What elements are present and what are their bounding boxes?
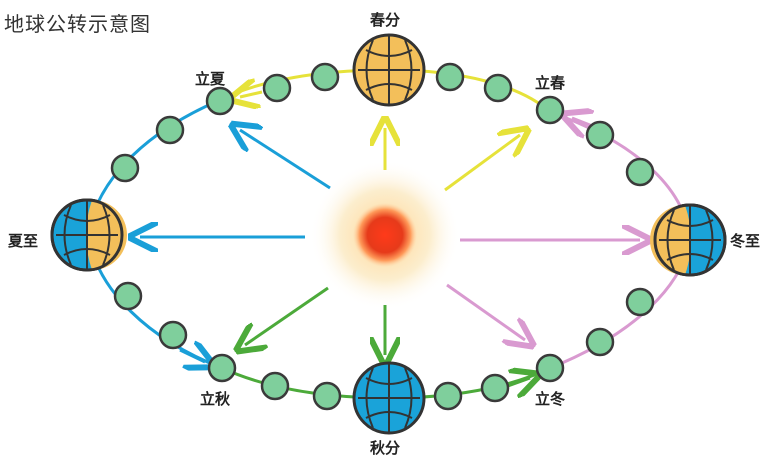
small-earth — [585, 327, 615, 357]
small-earths — [110, 62, 655, 411]
small-earth — [260, 371, 290, 401]
orbit-arrow-autumn — [504, 378, 530, 387]
small-earth — [435, 62, 465, 92]
earth-summer-solstice — [50, 198, 127, 272]
label-spring-equinox: 春分 — [370, 11, 400, 29]
ray-to-start-summer — [240, 130, 331, 190]
earth-spring-equinox — [352, 33, 426, 107]
small-earth — [625, 287, 655, 317]
small-earth — [310, 62, 340, 92]
orbit-arrow-summer — [179, 350, 205, 362]
small-earth — [158, 320, 188, 350]
label-summer-solstice: 夏至 — [7, 232, 38, 250]
small-earth — [113, 281, 143, 311]
small-earth — [585, 120, 615, 150]
label-start-spring: 立春 — [535, 74, 565, 92]
small-earth — [312, 381, 342, 411]
small-earth — [262, 73, 292, 103]
label-autumn-equinox: 秋分 — [370, 439, 400, 457]
small-earth — [205, 86, 235, 116]
ray-to-start-autumn — [245, 286, 329, 345]
ray-to-start-spring — [444, 135, 520, 192]
sun — [353, 203, 417, 267]
small-earth — [535, 353, 565, 383]
ray-to-start-winter — [446, 283, 525, 340]
small-earth — [483, 73, 513, 103]
small-earth — [155, 115, 185, 145]
label-winter-solstice: 冬至 — [730, 232, 760, 250]
small-earth — [535, 95, 565, 125]
label-start-winter: 立冬 — [535, 390, 565, 408]
diagram-title: 地球公转示意图 — [4, 12, 151, 36]
label-start-autumn: 立秋 — [200, 390, 231, 408]
label-start-summer: 立夏 — [195, 70, 226, 88]
small-earth — [110, 153, 140, 183]
earth-winter-solstice — [650, 203, 727, 277]
small-earth — [207, 353, 237, 383]
small-earth — [625, 157, 655, 187]
earth-autumn-equinox — [352, 361, 426, 435]
small-earth — [433, 381, 463, 411]
orbit-arrow-spring — [240, 92, 263, 97]
small-earth — [480, 373, 510, 403]
